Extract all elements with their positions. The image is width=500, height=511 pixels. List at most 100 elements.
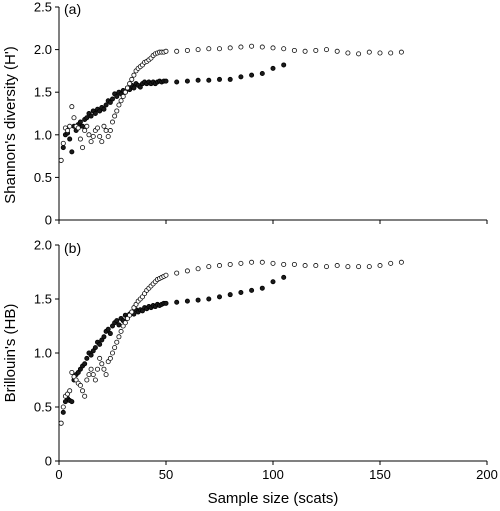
panel-a-filled-point	[97, 108, 103, 114]
panel-a-open-point	[227, 45, 233, 51]
panel-a-open-point	[302, 48, 308, 54]
panel-a-open-point	[88, 139, 94, 145]
panel-a-open-point	[122, 89, 128, 95]
panel-b-open-point	[291, 261, 297, 267]
panel-a-open-point	[99, 139, 105, 145]
panel-b-filled-point	[101, 334, 107, 340]
panel-b-label: (b)	[64, 240, 81, 256]
panel-b-filled-point	[249, 287, 255, 293]
panel-a-open-point	[97, 133, 103, 139]
panel-a-open-point	[60, 140, 66, 146]
panel-a-open-point	[398, 49, 404, 55]
panel-b-filled-point	[227, 292, 233, 298]
panel-a-open-point	[127, 81, 133, 87]
panel-a-open-point	[291, 47, 297, 53]
panel-a-y-tick-label: 2.5	[34, 0, 52, 15]
panel-b-x-tick-label: 150	[369, 467, 391, 482]
panel-a-open-point	[388, 50, 394, 56]
panel-a-y-tick-label: 1.0	[34, 127, 52, 142]
panel-a-filled-point	[184, 78, 190, 84]
panel-a-filled-point	[131, 85, 137, 91]
panel-b-open-point	[323, 264, 329, 270]
panel-a-open-point	[58, 157, 64, 163]
panel-b-open-point	[206, 264, 212, 270]
panel-a-open-point	[114, 108, 120, 114]
panel-b-open-point	[302, 263, 308, 269]
panel-a-open-point	[356, 51, 362, 57]
panel-b-filled-point	[270, 279, 276, 285]
panel-a-filled-point	[216, 76, 222, 82]
panel-b-open-point	[270, 260, 276, 266]
panel-a-open-point	[116, 102, 122, 108]
panel-b: (b) Brillouin's (HB) Sample size (scats)…	[2, 238, 498, 508]
panel-b-open-point	[281, 261, 287, 267]
panel-b-open-point	[86, 372, 92, 378]
panel-a-filled-point	[238, 74, 244, 80]
panel-a-open-point	[71, 115, 77, 121]
panel-a-open-point	[366, 49, 372, 55]
panel-a-y-axis-title: Shannon's diversity (H')	[2, 46, 19, 203]
panel-b-open-point	[163, 272, 169, 278]
panel-b-open-point	[114, 339, 120, 345]
x-axis-title: Sample size (scats)	[208, 490, 339, 507]
panel-a-open-point	[95, 125, 101, 131]
panel-b-open-point	[259, 259, 265, 265]
panel-a-open-point	[107, 128, 113, 134]
panel-a-y-tick-label: 1.5	[34, 85, 52, 100]
panel-a-open-point	[118, 98, 124, 104]
panel-b-open-point	[88, 366, 94, 372]
panel-a-open-point	[206, 46, 212, 52]
panel-a-filled-point	[60, 145, 66, 151]
panel-a-filled-point	[84, 115, 90, 121]
panel-a-open-point	[323, 47, 329, 53]
panel-a-filled-point	[103, 102, 109, 108]
panel-b-open-point	[101, 366, 107, 372]
panel-b-open-point	[216, 263, 222, 269]
panel-b-filled-point	[174, 299, 180, 305]
panel-b-open-point	[82, 393, 88, 399]
panel-b-open-point	[238, 260, 244, 266]
panel-b-open-point	[366, 264, 372, 270]
panel-a-open-point	[86, 132, 92, 138]
panel-a-open-point	[334, 48, 340, 54]
panel-a-open-point	[195, 47, 201, 53]
panel-a-open-point	[270, 45, 276, 51]
panel-b-open-point	[334, 263, 340, 269]
panel-a-y-tick-label: 2.0	[34, 42, 52, 57]
panel-a-filled-point	[92, 111, 98, 117]
panel-a-open-point	[105, 133, 111, 139]
panel-b-filled-point	[116, 322, 122, 328]
panel-b-filled-point	[184, 298, 190, 304]
panel-b-filled-point	[238, 290, 244, 296]
panel-a-open-point	[90, 133, 96, 139]
panel-b-filled-point	[114, 318, 120, 324]
panel-b-filled-point	[69, 399, 75, 405]
panel-b-x-tick-label: 200	[476, 467, 498, 482]
panel-a-open-point	[174, 48, 180, 54]
panel-a-open-point	[313, 47, 319, 53]
panel-b-y-tick-label: 1.5	[34, 292, 52, 307]
panel-b-open-point	[60, 404, 66, 410]
panel-b-open-point	[174, 270, 180, 276]
panel-b-filled-point	[82, 361, 88, 367]
panel-a-open-point	[112, 113, 118, 119]
panel-b-open-point	[345, 264, 351, 270]
panel-a-y-tick-label: 0	[45, 213, 52, 228]
panel-a-filled-point	[163, 78, 169, 84]
panel-b-filled-point	[88, 352, 94, 358]
panel-a-open-point	[238, 44, 244, 50]
panel-b-y-tick-label: 2.0	[34, 238, 52, 253]
panel-b-open-point	[112, 345, 118, 351]
panel-b-filled-point	[163, 300, 169, 306]
panel-b-open-point	[97, 355, 103, 361]
panel-a-filled-point	[137, 84, 143, 90]
panel-a-filled-point	[101, 106, 107, 112]
panel-b-open-point	[67, 388, 73, 394]
panel-b-open-point	[107, 355, 113, 361]
panel-a-filled-point	[195, 77, 201, 83]
panel-a-open-point	[82, 128, 88, 134]
panel-b-filled-point	[216, 294, 222, 300]
panel-b-filled-point	[281, 274, 287, 280]
panel-b-open-point	[356, 264, 362, 270]
